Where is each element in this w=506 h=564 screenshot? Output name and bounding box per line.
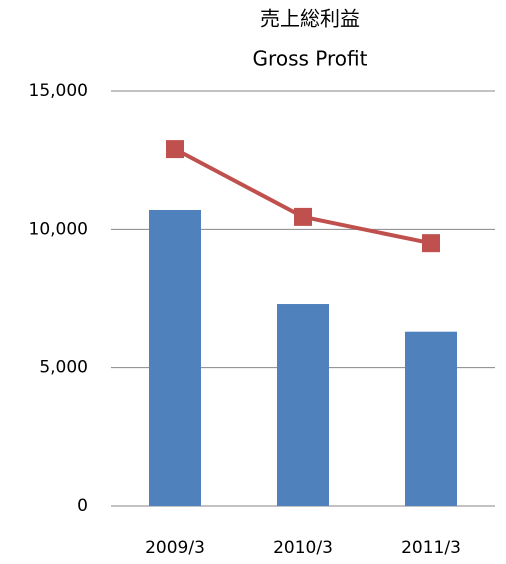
- y-tick-label: 0: [77, 496, 88, 516]
- x-tick-label: 2010/3: [273, 538, 333, 558]
- y-tick-label: 15,000: [29, 81, 88, 101]
- x-tick-label: 2011/3: [401, 538, 461, 558]
- bar: [405, 331, 457, 506]
- chart-title: 売上総利益: [260, 7, 360, 31]
- y-tick-label: 10,000: [29, 219, 88, 239]
- x-tick-label: 2009/3: [145, 538, 205, 558]
- marker: [294, 207, 312, 226]
- chart-subtitle: Gross Profit: [253, 47, 368, 71]
- bar: [277, 304, 329, 506]
- marker: [166, 140, 184, 159]
- bar: [149, 209, 201, 506]
- marker: [422, 234, 440, 253]
- y-tick-label: 5,000: [39, 358, 88, 378]
